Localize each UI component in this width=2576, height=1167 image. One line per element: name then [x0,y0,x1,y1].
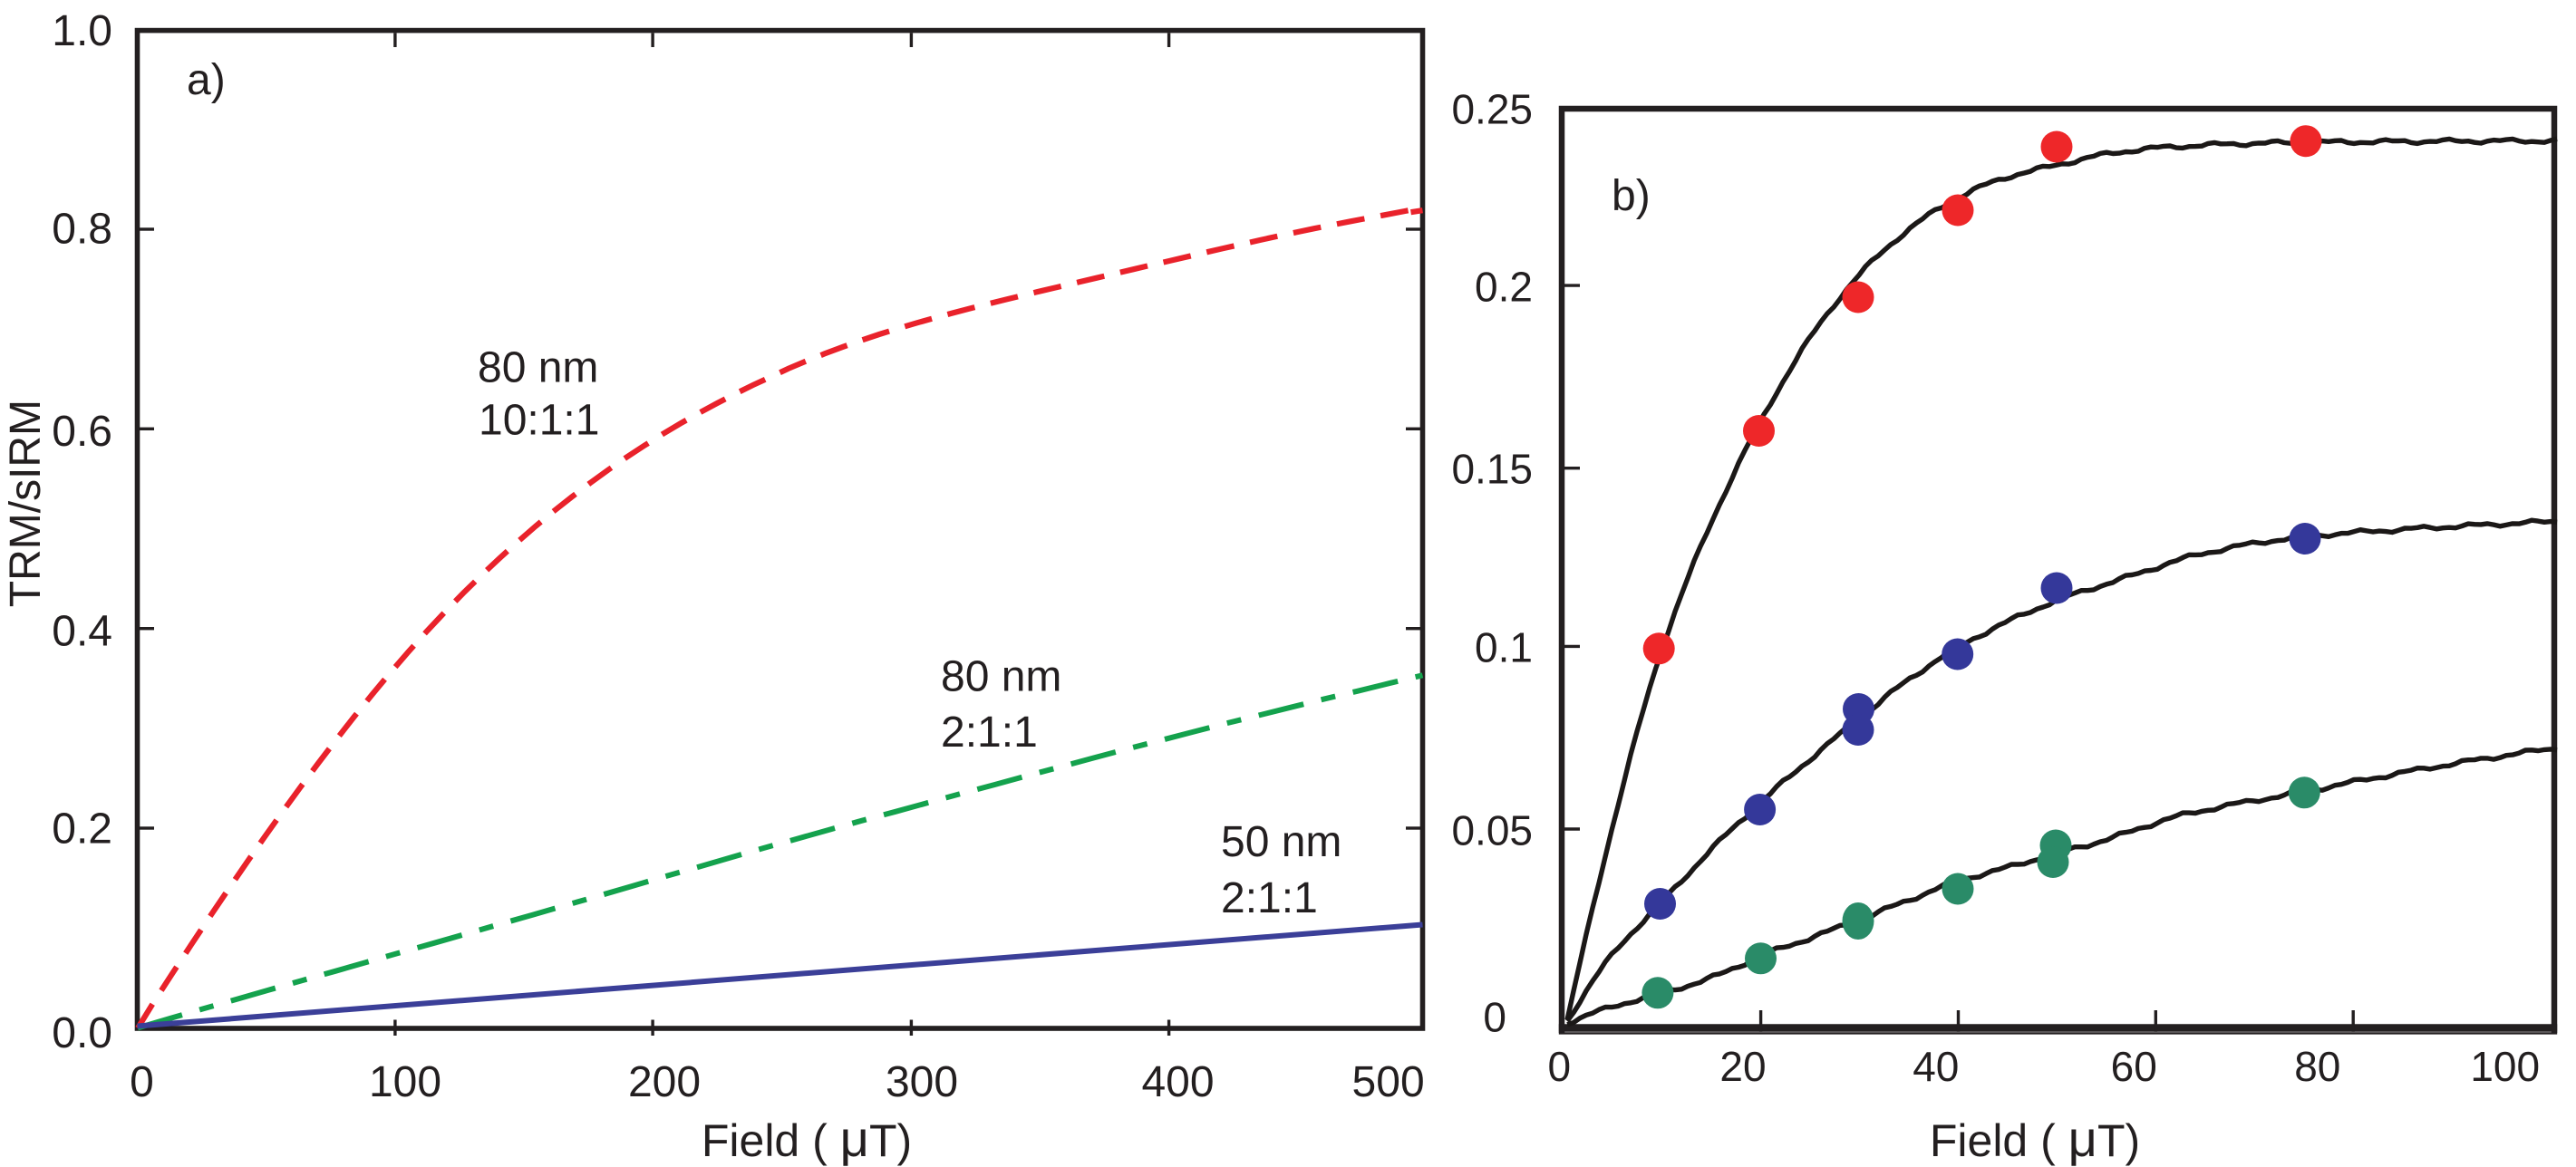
svg-text:80 nm: 80 nm [941,653,1061,701]
svg-text:0: 0 [130,1058,154,1106]
svg-text:300: 300 [886,1058,958,1106]
svg-text:400: 400 [1141,1058,1214,1106]
svg-text:0: 0 [1548,1043,1572,1090]
svg-text:Field ( μT): Field ( μT) [702,1110,912,1167]
svg-text:0: 0 [1483,994,1506,1041]
svg-text:Field ( μT): Field ( μT) [1930,1110,2140,1167]
svg-text:0.05: 0.05 [1451,807,1533,854]
svg-text:TRM/sIRM: TRM/sIRM [2,400,50,607]
svg-text:2:1:1: 2:1:1 [1221,874,1318,922]
svg-text:b): b) [1612,172,1651,220]
svg-text:1.0: 1.0 [52,7,112,55]
svg-text:0.0: 0.0 [52,1009,112,1057]
svg-text:0.2: 0.2 [1475,264,1533,311]
svg-text:0.25: 0.25 [1451,86,1533,133]
svg-text:40: 40 [1913,1043,1959,1090]
svg-text:50 nm: 50 nm [1221,818,1341,866]
svg-text:80 nm: 80 nm [478,344,598,392]
svg-text:0.2: 0.2 [52,805,112,854]
svg-text:10:1:1: 10:1:1 [479,397,599,445]
svg-text:100: 100 [369,1058,441,1106]
svg-text:0.15: 0.15 [1451,446,1533,493]
svg-text:0.4: 0.4 [52,608,112,656]
svg-text:60: 60 [2111,1043,2157,1090]
svg-text:2:1:1: 2:1:1 [941,709,1038,757]
svg-text:0.8: 0.8 [52,206,112,254]
svg-text:200: 200 [628,1058,701,1106]
svg-text:a): a) [187,56,226,104]
svg-text:0.6: 0.6 [52,408,112,456]
svg-text:20: 20 [1719,1043,1766,1090]
svg-text:500: 500 [1352,1058,1425,1106]
svg-text:100: 100 [2470,1043,2540,1090]
svg-text:0.1: 0.1 [1475,624,1533,671]
svg-text:80: 80 [2294,1043,2340,1090]
